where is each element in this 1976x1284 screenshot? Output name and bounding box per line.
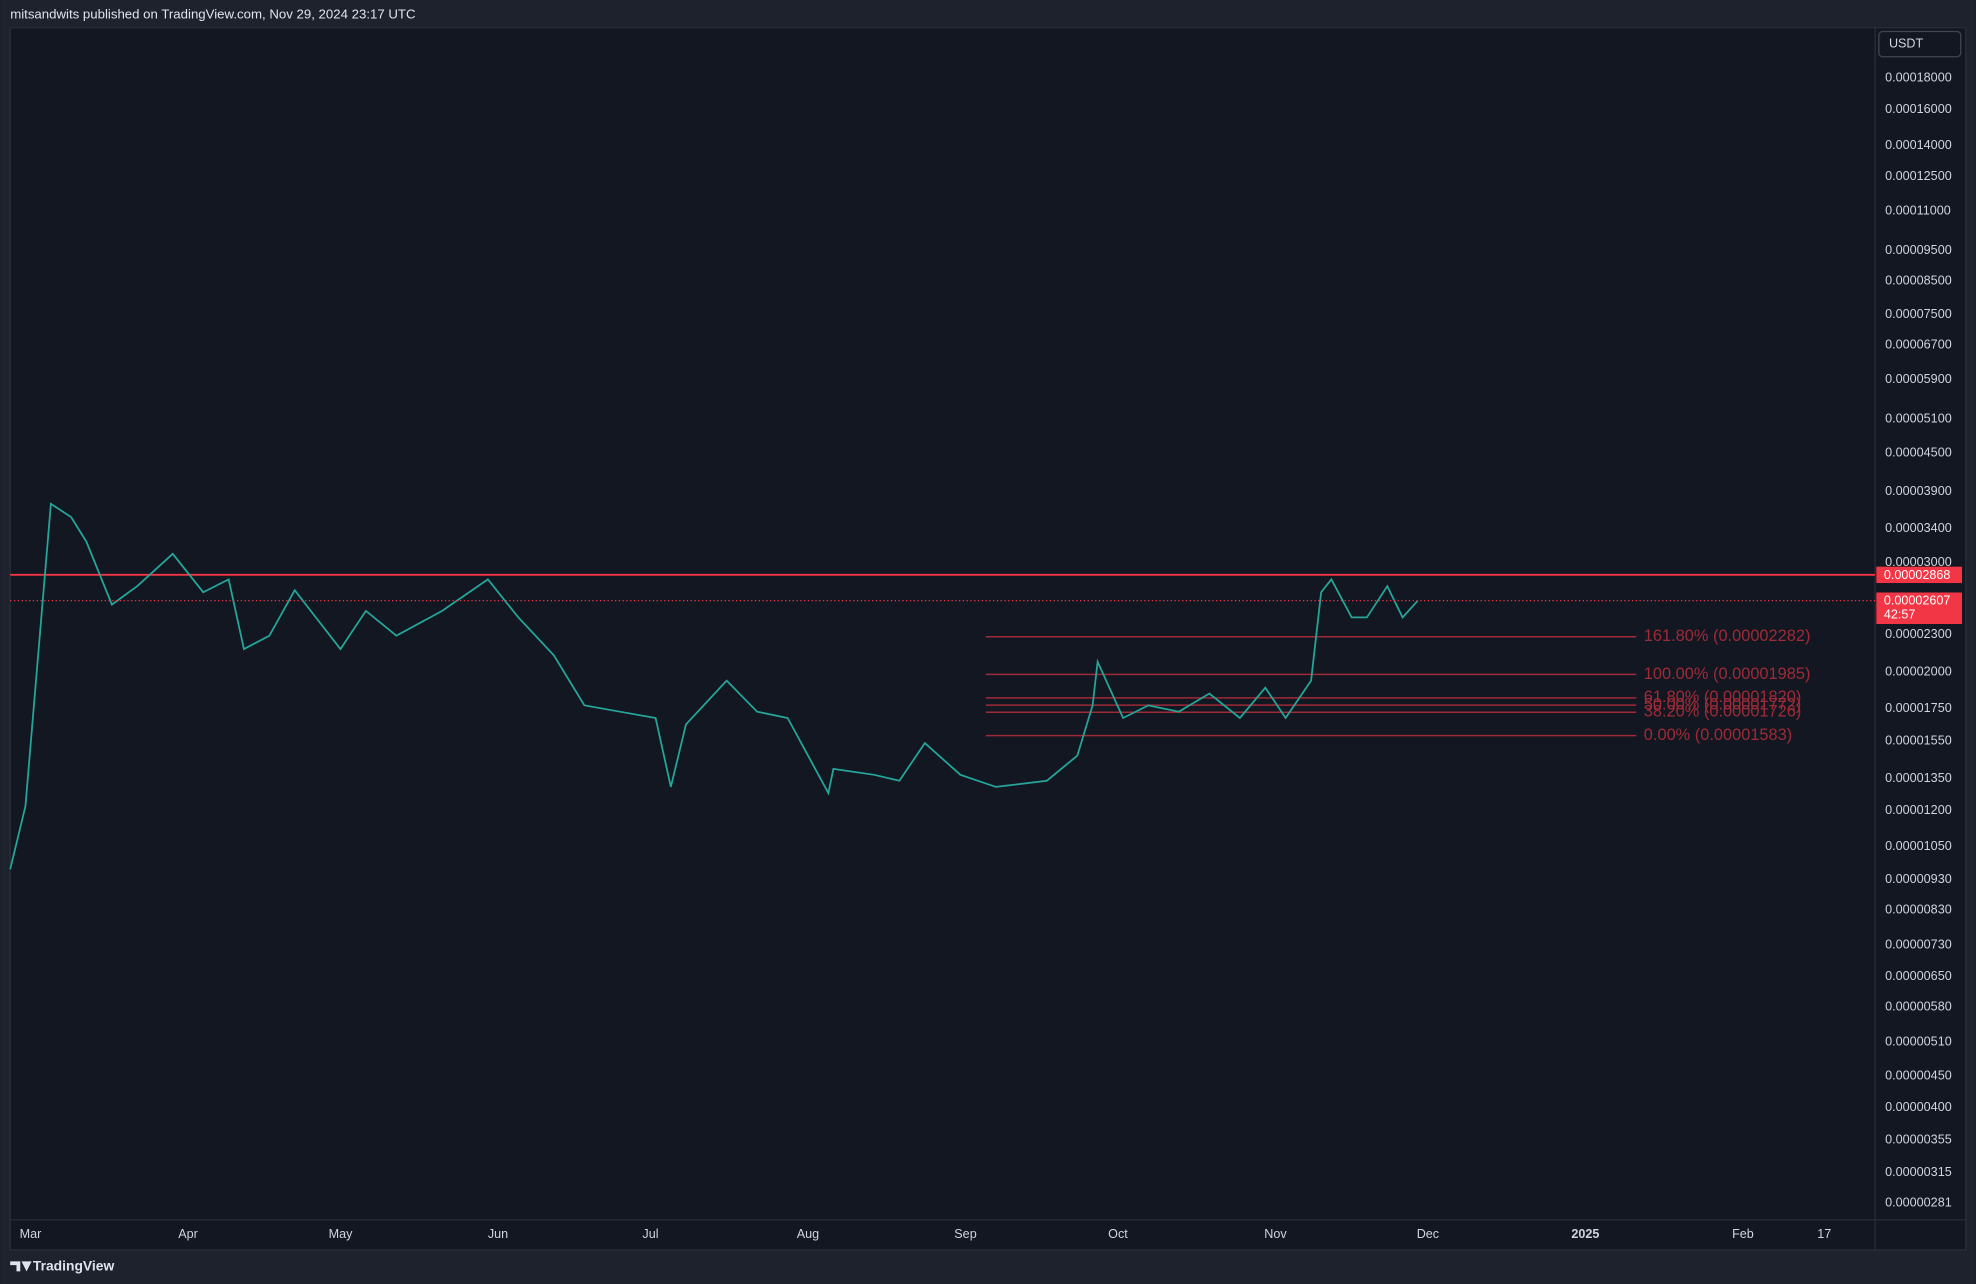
y-tick-label: 0.00000650 [1885, 969, 1952, 983]
x-tick-label: Mar [20, 1227, 42, 1241]
fib-label: 38.20% (0.00001726) [1644, 703, 1802, 721]
y-tick-label: 0.00001350 [1885, 771, 1952, 785]
y-tick-label: 0.00016000 [1885, 102, 1952, 116]
y-tick-label: 0.00008500 [1885, 273, 1952, 287]
x-tick-label: Jul [642, 1227, 658, 1241]
logo-icon [10, 1261, 32, 1272]
countdown: 42:57 [1884, 607, 1916, 621]
y-tick-label: 0.00001750 [1885, 701, 1952, 715]
y-tick-label: 0.00005900 [1885, 372, 1952, 386]
y-tick-label: 0.00003000 [1885, 555, 1952, 569]
fib-label: 0.00% (0.00001583) [1644, 726, 1792, 744]
fib-label: 100.00% (0.00001985) [1644, 665, 1811, 683]
y-tick-label: 0.00002000 [1885, 665, 1952, 679]
y-tick-label: 0.00006700 [1885, 338, 1952, 352]
header: mitsandwits published on TradingView.com… [10, 7, 416, 22]
y-tick-label: 0.00003400 [1885, 521, 1952, 535]
y-tick-label: 0.00011000 [1885, 203, 1951, 217]
y-tick-label: 0.00000730 [1885, 937, 1952, 951]
x-tick-label: Apr [178, 1227, 198, 1241]
x-tick-label: Oct [1108, 1227, 1128, 1241]
y-tick-label: 0.00009500 [1885, 243, 1952, 257]
currency[interactable]: USDT [1889, 36, 1924, 50]
y-tick-label: 0.00005100 [1885, 411, 1952, 425]
x-tick-label: Nov [1264, 1227, 1287, 1241]
fib-label: 161.80% (0.00002282) [1644, 627, 1811, 645]
y-tick-label: 0.00000400 [1885, 1100, 1952, 1114]
x-tick-label: May [329, 1227, 353, 1241]
y-tick-label: 0.00000315 [1885, 1165, 1952, 1179]
y-tick-label: 0.00000510 [1885, 1034, 1952, 1048]
y-tick-label: 0.00014000 [1885, 138, 1952, 152]
y-tick-label: 0.00000580 [1885, 1000, 1952, 1014]
x-tick-label: Aug [797, 1227, 819, 1241]
y-tick-label: 0.00001200 [1885, 803, 1952, 817]
y-tick-label: 0.00000830 [1885, 903, 1952, 917]
y-tick-label: 0.00004500 [1885, 445, 1952, 459]
fib-label: 50.00% (0.00001772) [1644, 695, 1802, 713]
plot-area [9, 27, 1967, 1251]
last-price-tag [1876, 592, 1963, 624]
y-tick-label: 0.00002300 [1885, 627, 1952, 641]
price-tag [1876, 566, 1963, 584]
y-tick-label: 0.00000450 [1885, 1068, 1952, 1082]
price-line [9, 502, 1419, 870]
y-tick-label: 0.00018000 [1885, 70, 1952, 84]
x-tick-label: Jun [488, 1227, 508, 1241]
x-tick-label: 17 [1817, 1227, 1831, 1241]
y-tick-label: 0.00007500 [1885, 307, 1952, 321]
x-tick-label: 2025 [1571, 1227, 1599, 1241]
logo-text: TradingView [33, 1258, 115, 1274]
fib-label: 61.80% (0.00001820) [1644, 688, 1802, 706]
currency-box[interactable] [1878, 30, 1962, 58]
logo: TradingView [10, 1258, 114, 1274]
y-tick-label: 0.00000930 [1885, 872, 1952, 886]
y-tick-label: 0.00001050 [1885, 839, 1952, 853]
y-tick-label: 0.00000281 [1885, 1196, 1952, 1210]
y-tick-label: 0.00001550 [1885, 734, 1952, 748]
y-tick-label: 0.00000355 [1885, 1132, 1952, 1146]
x-tick-label: Feb [1732, 1227, 1754, 1241]
price-tag-label: 0.00002868 [1884, 568, 1951, 582]
y-tick-label: 0.00003900 [1885, 484, 1952, 498]
y-tick-label: 0.00012500 [1885, 169, 1952, 183]
x-tick-label: Dec [1417, 1227, 1439, 1241]
x-tick-label: Sep [954, 1227, 976, 1241]
last-price-label: 0.00002607 [1884, 594, 1951, 608]
